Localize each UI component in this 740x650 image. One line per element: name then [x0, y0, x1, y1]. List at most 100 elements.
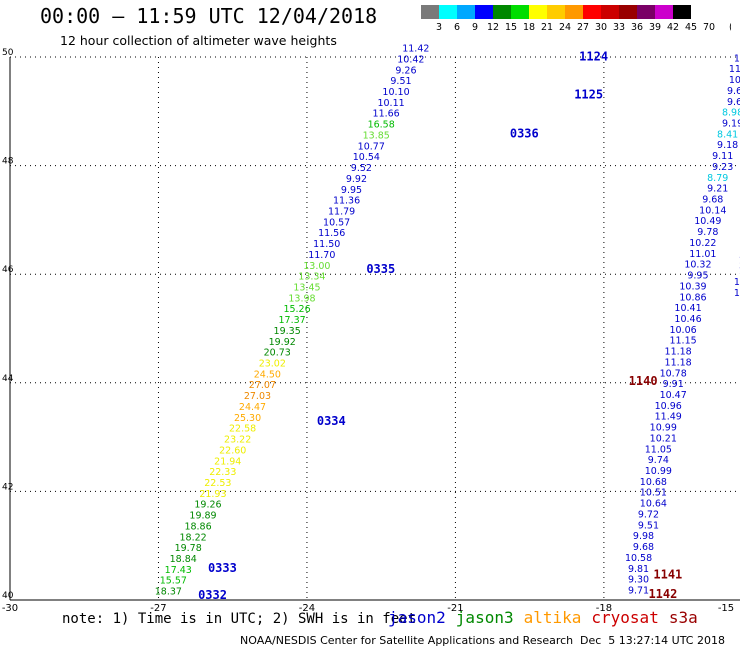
swh-data-label: 21.93: [199, 489, 226, 500]
swh-data-label: 10.51: [640, 488, 667, 499]
swh-data-label: 10.21: [650, 433, 677, 444]
swh-data-label: 10.58: [625, 553, 652, 564]
swh-data-label: 13.00: [303, 261, 330, 272]
swh-data-label: 17.43: [165, 565, 192, 576]
chart-title: 00:00 — 11:59 UTC 12/04/2018: [40, 4, 378, 28]
swh-data-label: 22.33: [209, 467, 236, 478]
swh-data-label: 22.58: [229, 424, 256, 435]
swh-data-label: 9.95: [341, 185, 362, 196]
legend-item: jason2: [388, 608, 446, 627]
color-scale-label: 70: [703, 22, 715, 33]
color-scale-swatch: [529, 5, 547, 19]
pass-time-label: 0336: [510, 126, 539, 140]
color-scale-label: 42: [667, 22, 679, 33]
swh-data-label: 10.86: [679, 292, 706, 303]
y-tick-label: 42: [2, 482, 13, 492]
pass-time-label: 0334: [317, 414, 346, 428]
swh-data-label: 9.72: [638, 509, 659, 520]
color-scale-swatch: [421, 5, 439, 19]
swh-data-label: 11.18: [665, 357, 692, 368]
swh-data-label: 10.42: [397, 54, 424, 65]
swh-data-label: 9.21: [707, 184, 728, 195]
color-scale-label: 36: [631, 22, 643, 33]
chart-subtitle: 12 hour collection of altimeter wave hei…: [60, 33, 337, 48]
color-scale-label: 6: [454, 22, 460, 33]
color-scale-swatch: [439, 5, 457, 19]
legend: jason2 jason3 altika cryosat s3a: [388, 608, 708, 627]
pass-time-label: 0332: [198, 588, 227, 602]
x-tick-label: -30: [2, 603, 18, 614]
swh-data-label: 11.70: [308, 250, 335, 261]
color-scale-swatch: [475, 5, 493, 19]
color-scale-swatch: [601, 5, 619, 19]
swh-data-label: 9.71: [628, 585, 649, 596]
swh-data-label: 10.90: [739, 266, 740, 277]
color-scale-swatch: [619, 5, 637, 19]
color-scale-swatch: [493, 5, 511, 19]
swh-data-label: 10.68: [640, 477, 667, 488]
swh-data-label: 18.37: [155, 587, 182, 598]
swh-data-label: 9.98: [633, 531, 654, 542]
swh-data-label: 10.11: [377, 98, 404, 109]
swh-data-label: 9.81: [628, 564, 649, 575]
swh-data-label: 21.94: [214, 456, 241, 467]
swh-data-label: 19.26: [194, 500, 221, 511]
color-scale-swatch: [511, 5, 529, 19]
swh-data-label: 25.30: [234, 413, 261, 424]
pass-time-label: 1125: [574, 87, 603, 101]
swh-data-label: 11.49: [655, 412, 682, 423]
swh-data-label: 9.67: [727, 97, 740, 108]
swh-data-label: 8.79: [707, 173, 728, 184]
x-tick-label: -18: [596, 603, 612, 614]
color-scale-label: 21: [541, 22, 553, 33]
y-tick-label: 48: [2, 157, 14, 167]
swh-data-label: 9.74: [648, 455, 669, 466]
swh-data-label: 11.18: [665, 347, 692, 358]
swh-data-label: 27.03: [244, 391, 271, 402]
swh-data-label: 13.45: [293, 282, 320, 293]
color-scale-label: 15: [505, 22, 517, 33]
swh-data-label: 19.78: [175, 543, 202, 554]
swh-data-label: 24.50: [254, 369, 281, 380]
pass-time-label: 0335: [366, 262, 395, 276]
color-scale-label: 12: [487, 22, 499, 33]
swh-data-label: 11.01: [689, 249, 716, 260]
swh-data-label: 11.79: [328, 206, 355, 217]
y-tick-label: 40: [2, 591, 14, 601]
swh-data-label: 10.77: [358, 141, 385, 152]
swh-data-label: 10.61: [729, 75, 740, 86]
pass-time-label: 1142: [648, 587, 677, 601]
swh-data-label: 24.47: [239, 402, 266, 413]
credit-line: NOAA/NESDIS Center for Satellite Applica…: [240, 634, 574, 647]
swh-data-label: 22.53: [204, 478, 231, 489]
swh-data-label: 13.98: [288, 293, 315, 304]
pass-time-label: 0333: [208, 561, 237, 575]
swh-data-label: 8.41: [717, 129, 738, 140]
swh-data-label: 10.46: [674, 314, 701, 325]
color-scale-swatch: [565, 5, 583, 19]
color-scale-swatch: [457, 5, 475, 19]
color-scale-swatch: [583, 5, 601, 19]
color-scale-label: 39: [649, 22, 661, 33]
swh-data-label: 9.11: [712, 151, 733, 162]
swh-data-label: 9.52: [351, 163, 372, 174]
swh-data-label: 11.50: [313, 239, 340, 250]
swh-data-label: 10.49: [694, 216, 721, 227]
color-scale-swatch: [673, 5, 691, 19]
swh-data-label: 9.23: [712, 162, 733, 173]
swh-data-label: 11.05: [645, 444, 672, 455]
swh-data-label: 9.92: [346, 174, 367, 185]
swh-data-label: 19.92: [269, 337, 296, 348]
swh-data-label: 9.65: [727, 86, 740, 97]
swh-data-label: 23.02: [259, 359, 286, 370]
swh-data-label: 10.41: [674, 303, 701, 314]
color-scale-swatch: [547, 5, 565, 19]
swh-data-label: 10.06: [669, 325, 696, 336]
generated-timestamp: Dec 5 13:27:14 UTC 2018: [580, 634, 725, 647]
swh-data-label: 18.86: [184, 521, 211, 532]
swh-data-label: 10.81: [734, 277, 740, 288]
swh-data-label: 10.22: [689, 238, 716, 249]
swh-data-label: 20.73: [264, 348, 291, 359]
swh-data-label: 10.11: [734, 288, 740, 299]
